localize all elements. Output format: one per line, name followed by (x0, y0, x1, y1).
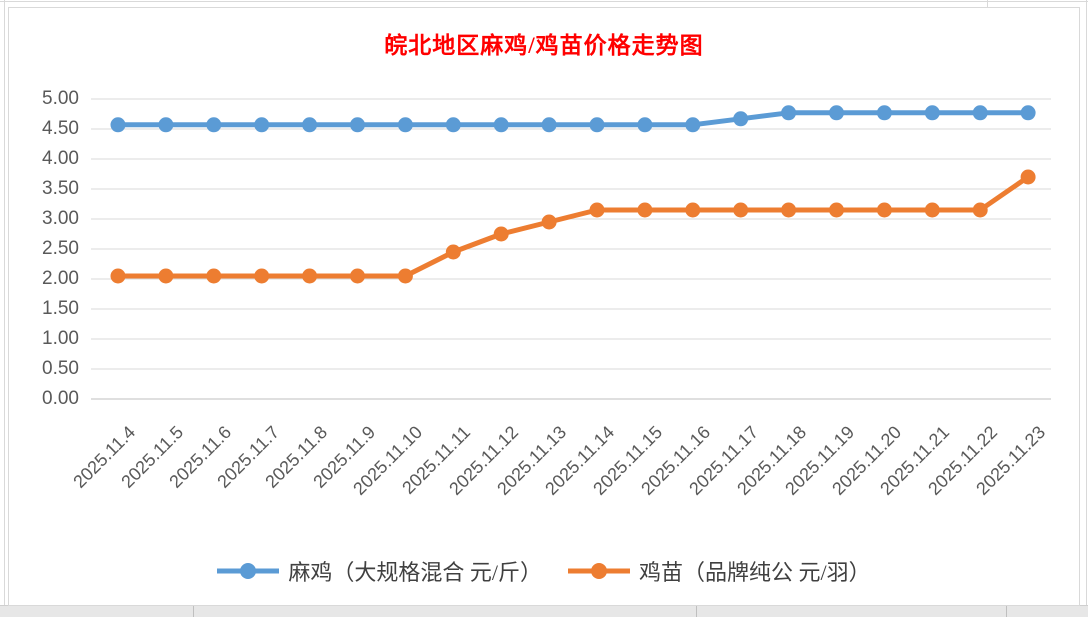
sheet-column-border-right (1086, 0, 1087, 617)
data-point-marker (924, 105, 940, 121)
data-point-marker (110, 117, 126, 133)
data-point-marker (206, 268, 222, 284)
data-point-marker (781, 202, 797, 218)
data-point-marker (924, 202, 940, 218)
y-axis-tick-label: 2.00 (42, 268, 79, 289)
data-point-marker (445, 244, 461, 260)
data-point-marker (158, 117, 174, 133)
data-point-marker (685, 202, 701, 218)
data-point-marker (110, 268, 126, 284)
data-point-marker (254, 268, 270, 284)
data-point-marker (733, 202, 749, 218)
y-axis-tick-label: 2.50 (42, 238, 79, 259)
data-point-marker (350, 268, 365, 284)
data-point-marker (829, 105, 844, 121)
data-point-marker (254, 117, 270, 133)
data-point-marker (876, 105, 892, 121)
sheet-cell-tick (696, 606, 697, 617)
y-axis-tick-label: 1.00 (42, 328, 79, 349)
legend-marker-icon (217, 563, 280, 579)
y-axis-tick-label: 4.00 (42, 148, 79, 169)
data-point-marker (781, 105, 797, 121)
legend-item-0: 麻鸡（大规格混合 元/斤） (217, 555, 542, 587)
data-point-marker (493, 226, 509, 242)
data-point-marker (1020, 169, 1036, 185)
sheet-bottom-strip (0, 605, 1088, 617)
data-point-marker (158, 268, 174, 284)
sheet-column-border-left (4, 0, 5, 617)
data-point-marker (445, 117, 461, 133)
data-point-marker (589, 202, 605, 218)
data-point-marker (302, 268, 318, 284)
y-axis-tick-label: 5.00 (42, 88, 79, 109)
data-point-marker (685, 117, 701, 133)
chart-frame: 皖北地区麻鸡/鸡苗价格走势图 0.00 0.50 1.00 1.50 2.00 2.50 3… (8, 7, 1080, 606)
data-point-marker (350, 117, 365, 133)
data-point-marker (397, 268, 413, 284)
data-point-marker (302, 117, 318, 133)
data-point-marker (972, 105, 988, 121)
legend-item-1: 鸡苗（品牌纯公 元/羽） (568, 555, 871, 587)
data-point-marker (733, 111, 749, 127)
data-point-marker (637, 117, 653, 133)
y-axis-tick-label: 3.50 (42, 178, 79, 199)
data-point-marker (541, 117, 557, 133)
sheet-row-border (0, 1, 1088, 2)
legend-marker-icon (568, 563, 630, 579)
data-point-marker (972, 202, 988, 218)
data-point-marker (206, 117, 222, 133)
legend-label: 鸡苗（品牌纯公 元/羽） (639, 560, 871, 585)
data-point-marker (1020, 105, 1036, 121)
y-axis-tick-label: 3.00 (42, 208, 79, 229)
data-point-marker (876, 202, 892, 218)
data-point-marker (829, 202, 844, 218)
y-axis-tick-label: 0.00 (42, 388, 79, 409)
y-axis-tick-label: 4.50 (42, 118, 79, 139)
y-axis-tick-label: 1.50 (42, 298, 79, 319)
data-point-marker (493, 117, 509, 133)
chart-legend: 麻鸡（大规格混合 元/斤） 鸡苗（品牌纯公 元/羽） (9, 555, 1079, 587)
series-line-0 (115, 110, 1031, 128)
sheet-column-border-top (987, 0, 988, 7)
y-axis-tick-label: 0.50 (42, 358, 79, 379)
sheet-cell-tick (193, 606, 194, 617)
data-point-marker (637, 202, 653, 218)
data-point-marker (541, 214, 557, 230)
data-point-marker (589, 117, 605, 133)
price-trend-plot-area (91, 98, 1051, 400)
chart-title: 皖北地区麻鸡/鸡苗价格走势图 (384, 33, 704, 58)
data-point-marker (397, 117, 413, 133)
legend-label: 麻鸡（大规格混合 元/斤） (288, 560, 542, 585)
series-line-1 (115, 174, 1031, 279)
sheet-cell-tick (1006, 606, 1007, 617)
